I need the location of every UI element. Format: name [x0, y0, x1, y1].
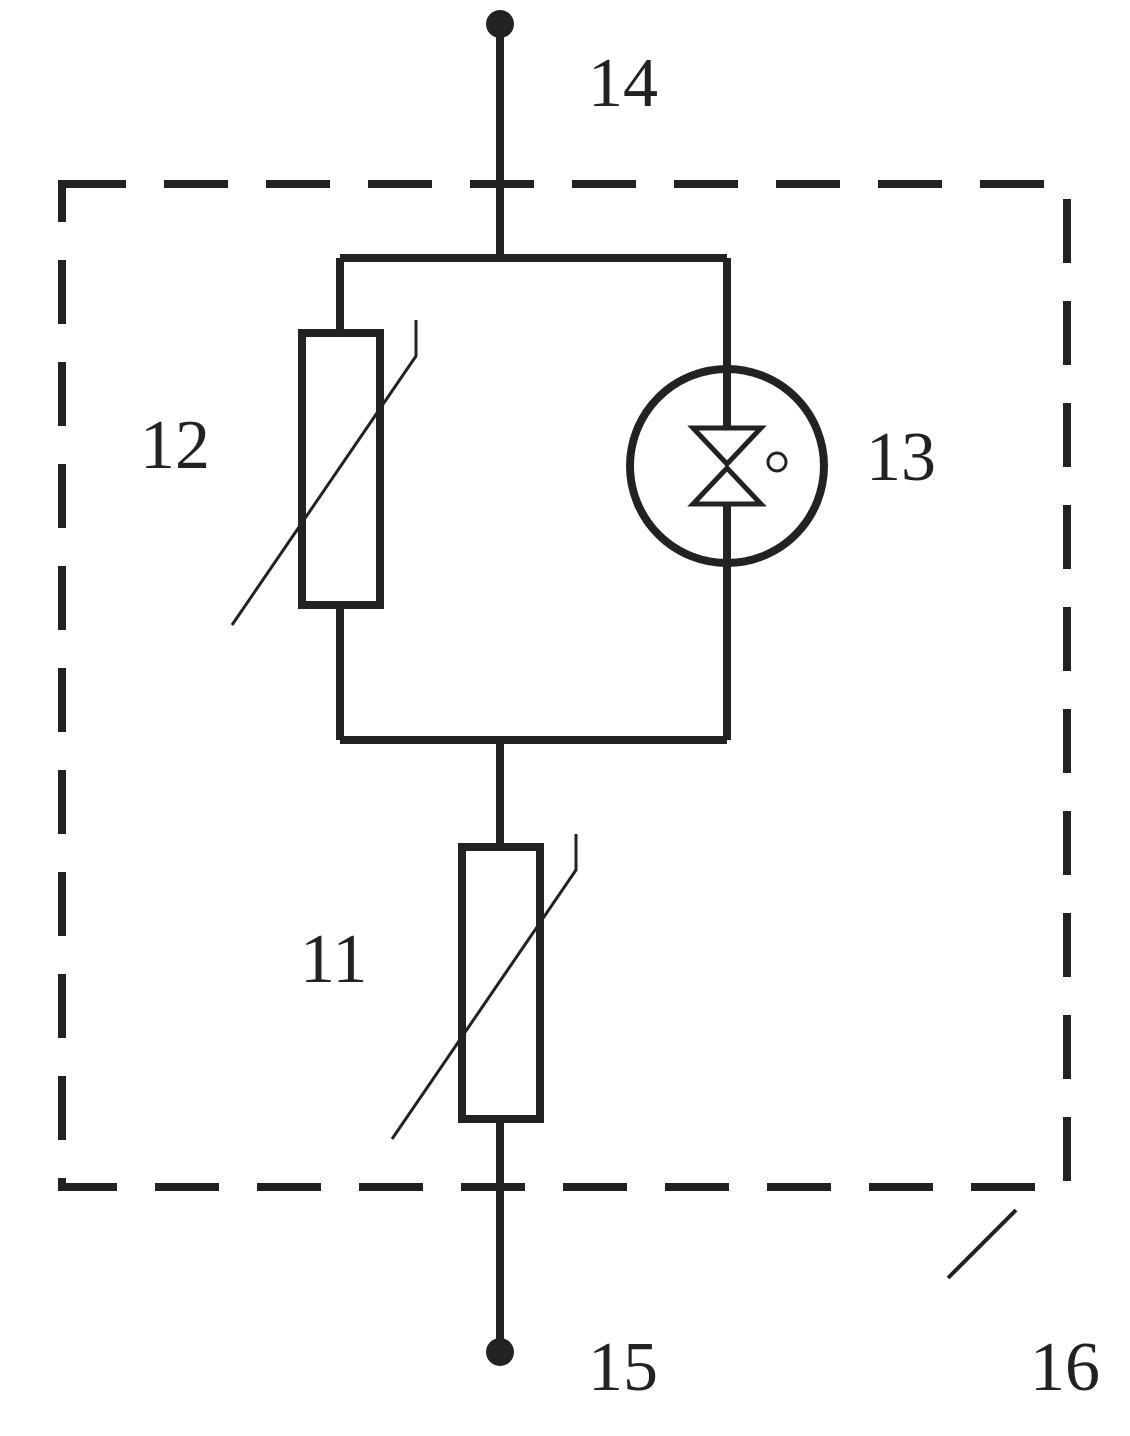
leader-16 — [948, 1210, 1016, 1278]
varistor-12-body — [302, 333, 380, 605]
label-12: 12 — [140, 406, 210, 486]
enclosure-16 — [62, 184, 1067, 1187]
label-13: 13 — [866, 418, 936, 498]
label-14: 14 — [588, 44, 658, 124]
terminal-15 — [486, 1338, 514, 1366]
label-11: 11 — [300, 920, 367, 1000]
label-16: 16 — [1030, 1328, 1100, 1408]
label-15: 15 — [588, 1328, 658, 1408]
varistor-11-body — [462, 847, 540, 1119]
